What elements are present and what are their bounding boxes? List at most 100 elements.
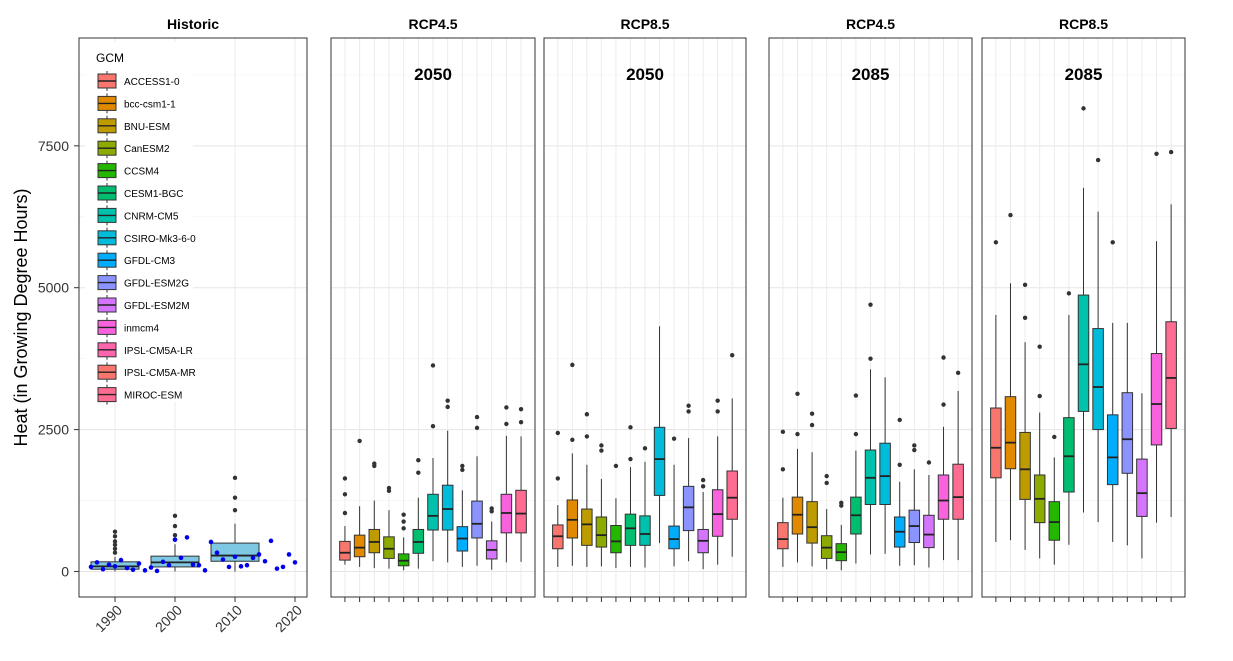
box-outlier [430,363,436,368]
box-iqr [726,470,738,520]
box-iqr [471,500,483,539]
box-outlier [809,411,815,416]
gcm-box [515,406,527,562]
gcm-box [339,476,351,565]
gcm-box [820,473,833,570]
box-outlier [671,436,677,441]
box-outlier [401,519,406,524]
box-iqr [595,516,608,548]
gcm-box [923,460,935,568]
box-outlier [1066,291,1072,296]
gcm-box [1106,240,1119,542]
legend-entry: BNU-ESM [97,115,170,136]
box-outlier [993,240,999,245]
box-outlier [1022,315,1028,320]
panel-border [330,37,536,598]
gcm-box [908,443,921,566]
box-iqr [806,501,818,544]
historic-point [94,560,100,565]
box-outlier [112,534,118,539]
legend-label: CSIRO-Mk3-6-0 [124,234,196,245]
gcm-box [397,512,410,571]
box-outlier [474,414,480,420]
legend-label: bcc-csm1-1 [124,99,176,110]
historic-point [256,552,262,557]
gcm-box [1077,106,1090,513]
gcm-box [990,240,1002,542]
gcm-box [368,461,381,569]
box-iqr [383,536,395,559]
x-tick-label: 2020 [272,602,305,635]
y-axis-label: Heat (in Growing Degree Hours) [11,188,31,446]
panel-title: RCP8.5 [620,16,669,32]
legend-entry: CanESM2 [97,138,170,159]
historic-point [226,564,232,570]
gcm-box [1019,282,1031,550]
box-outlier [686,409,691,414]
box-outlier [926,460,932,465]
legend-label: BNU-ESM [124,122,170,133]
box-iqr [1019,431,1031,500]
gcm-box [1048,434,1061,565]
box-outlier [912,443,917,448]
box-outlier [357,438,362,444]
x-tick-label: 2000 [152,602,185,635]
box-outlier [824,480,829,486]
box-outlier [232,495,238,500]
gcm-box [552,430,564,567]
gcm-box [412,458,425,569]
box-outlier [445,398,450,403]
box-outlier [912,447,917,453]
x-tick-label: 1990 [92,602,125,635]
box-outlier [853,431,859,437]
legend-label: ACCESS1-0 [124,77,180,88]
legend-entry: GFDL-ESM2G [97,272,189,293]
box-outlier [342,492,348,497]
historic-point [280,564,286,570]
box-outlier [112,529,118,534]
box-outlier [504,405,509,410]
box-iqr [653,426,666,496]
box-outlier [416,470,421,475]
historic-point [268,538,274,544]
gcm-box [697,477,709,570]
historic-point [178,555,184,561]
box-iqr [990,407,1002,479]
box-outlier [1095,157,1101,163]
legend-label: CanESM2 [124,144,170,155]
legend-label: CESM1-BGC [124,189,183,200]
box-outlier [401,526,406,531]
box-iqr [711,489,724,537]
historic-point [292,560,298,565]
historic-point [118,557,124,563]
box-outlier [460,467,465,473]
box-outlier [232,475,238,481]
box-iqr [1106,414,1119,486]
panel-title: RCP8.5 [1059,16,1108,32]
box-outlier [401,512,406,517]
legend-entry: GFDL-CM3 [97,250,176,271]
gcm-box [1121,322,1134,546]
box-outlier [584,412,590,417]
box-outlier [955,370,961,376]
box-iqr [353,534,366,558]
gcm-box [1033,344,1046,559]
historic-point [112,564,118,569]
historic-point [160,559,166,565]
box-iqr [515,489,527,534]
box-outlier [715,398,720,403]
historic-point [172,537,178,542]
panel-title: RCP4.5 [408,16,457,32]
box-outlier [1168,149,1174,155]
box-outlier [1037,344,1042,349]
historic-point [184,535,190,540]
historic-point [190,562,196,567]
box-outlier [1037,393,1042,399]
box-iqr [639,515,651,546]
box-outlier [642,446,648,451]
box-outlier [518,420,524,425]
box-iqr [1150,353,1163,446]
box-outlier [1110,240,1115,245]
gcm-box [835,500,848,571]
box-outlier [809,422,815,428]
